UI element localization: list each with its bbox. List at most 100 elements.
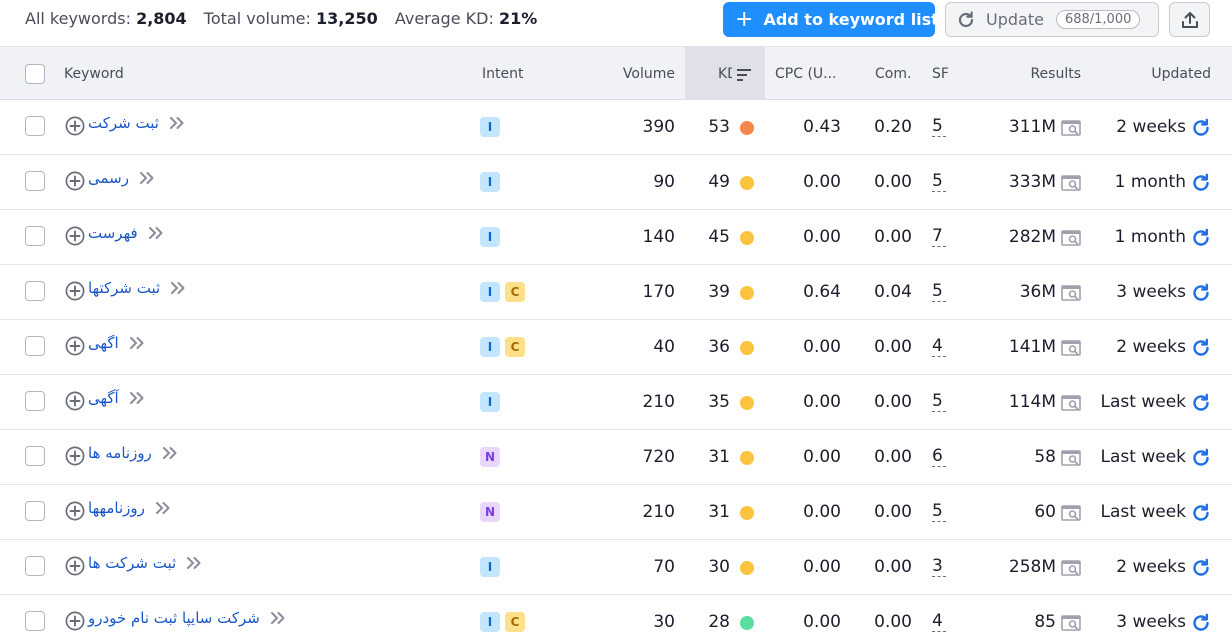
serp-features-count[interactable]: 3 [932,557,946,577]
keyword-link[interactable]: فهرست [88,224,138,242]
add-circle-icon[interactable] [65,226,85,246]
serp-features-count[interactable]: 4 [932,612,946,632]
refresh-row-icon[interactable] [1190,282,1212,304]
keyword-link[interactable]: ثبت شرکت ها [88,554,177,572]
keyword-cell: اگهی [88,334,145,352]
row-checkbox[interactable] [25,446,45,466]
double-chevron-right-icon[interactable] [139,171,155,185]
serp-preview-icon[interactable] [1061,560,1081,576]
kd-difficulty-indicator [740,506,754,520]
keyword-link[interactable]: روزنامهها [88,499,145,517]
serp-preview-icon[interactable] [1061,230,1081,246]
kd-difficulty-indicator [740,231,754,245]
keyword-link[interactable]: اگهی [88,334,119,352]
update-label: Update [986,10,1044,29]
sort-descending-icon[interactable] [736,68,752,82]
double-chevron-right-icon[interactable] [170,281,186,295]
keyword-link[interactable]: شرکت سایپا ثبت نام خودرو [88,609,260,627]
double-chevron-right-icon[interactable] [169,116,185,130]
export-button[interactable] [1169,2,1210,37]
refresh-row-icon[interactable] [1190,447,1212,469]
add-circle-icon[interactable] [65,391,85,411]
refresh-row-icon[interactable] [1190,502,1212,524]
add-to-keyword-list-button[interactable]: + Add to keyword list [723,2,939,37]
serp-features-count[interactable]: 5 [932,282,946,302]
row-checkbox[interactable] [25,611,45,631]
double-chevron-right-icon[interactable] [129,336,145,350]
serp-features-count[interactable]: 6 [932,447,946,467]
serp-features-count[interactable]: 5 [932,502,946,522]
add-circle-icon[interactable] [65,446,85,466]
double-chevron-right-icon[interactable] [148,226,164,240]
column-header-cpc[interactable]: CPC (U... [775,66,837,82]
add-circle-icon[interactable] [65,281,85,301]
keyword-link[interactable]: ثبت شرکتها [88,279,161,297]
row-checkbox[interactable] [25,226,45,246]
add-circle-icon[interactable] [65,556,85,576]
add-circle-icon[interactable] [65,336,85,356]
total-volume-stat: Total volume: 13,250 [204,9,383,28]
add-circle-icon[interactable] [65,171,85,191]
table-row: رسمی I 90 49 0.00 0.00 5 333M 1 month [0,155,1232,210]
row-checkbox[interactable] [25,391,45,411]
serp-features-count[interactable]: 5 [932,117,946,137]
refresh-row-icon[interactable] [1190,172,1212,194]
results-value: 36M [1019,282,1056,302]
competition-value: 0.04 [874,282,912,302]
volume-value: 170 [642,282,675,302]
serp-preview-icon[interactable] [1061,285,1081,301]
results-value: 258M [1008,557,1056,577]
row-checkbox[interactable] [25,116,45,136]
results-value: 311M [1008,117,1056,137]
serp-preview-icon[interactable] [1061,340,1081,356]
average-kd-stat: Average KD: 21% [395,9,537,28]
refresh-row-icon[interactable] [1190,612,1212,634]
row-checkbox[interactable] [25,171,45,191]
serp-features-count[interactable]: 4 [932,337,946,357]
serp-preview-icon[interactable] [1061,615,1081,631]
column-header-results[interactable]: Results [1030,66,1081,82]
keyword-link[interactable]: ثبت شرکت [88,114,159,132]
serp-preview-icon[interactable] [1061,175,1081,191]
serp-preview-icon[interactable] [1061,450,1081,466]
double-chevron-right-icon[interactable] [186,556,202,570]
select-all-checkbox[interactable] [25,64,45,84]
serp-preview-icon[interactable] [1061,120,1081,136]
keyword-link[interactable]: روزنامه ها [88,444,152,462]
update-button[interactable]: Update 688/1,000 [945,2,1159,37]
double-chevron-right-icon[interactable] [129,391,145,405]
refresh-row-icon[interactable] [1190,337,1212,359]
refresh-row-icon[interactable] [1190,117,1212,139]
row-checkbox[interactable] [25,556,45,576]
add-circle-icon[interactable] [65,116,85,136]
column-header-volume[interactable]: Volume [622,66,675,82]
column-header-keyword[interactable]: Keyword [64,66,124,82]
add-circle-icon[interactable] [65,611,85,631]
kd-difficulty-indicator [740,341,754,355]
kd-difficulty-indicator [740,396,754,410]
serp-features-count[interactable]: 5 [932,392,946,412]
serp-features-count[interactable]: 5 [932,172,946,192]
column-header-kd[interactable]: KD [718,66,763,82]
double-chevron-right-icon[interactable] [155,501,171,515]
results-value: 141M [1008,337,1056,357]
keyword-link[interactable]: آگهی [88,389,119,407]
column-header-competition[interactable]: Com. [875,66,912,82]
column-header-serp-features[interactable]: SF [932,66,949,82]
double-chevron-right-icon[interactable] [162,446,178,460]
column-header-intent[interactable]: Intent [482,66,524,82]
double-chevron-right-icon[interactable] [270,611,286,625]
keyword-link[interactable]: رسمی [88,169,129,187]
refresh-row-icon[interactable] [1190,392,1212,414]
serp-preview-icon[interactable] [1061,505,1081,521]
add-circle-icon[interactable] [65,501,85,521]
serp-preview-icon[interactable] [1061,395,1081,411]
refresh-row-icon[interactable] [1190,557,1212,579]
table-row: روزنامه ها N 720 31 0.00 0.00 6 58 Last … [0,430,1232,485]
row-checkbox[interactable] [25,281,45,301]
refresh-row-icon[interactable] [1190,227,1212,249]
serp-features-count[interactable]: 7 [932,227,946,247]
row-checkbox[interactable] [25,501,45,521]
column-header-updated[interactable]: Updated [1151,66,1211,82]
row-checkbox[interactable] [25,336,45,356]
